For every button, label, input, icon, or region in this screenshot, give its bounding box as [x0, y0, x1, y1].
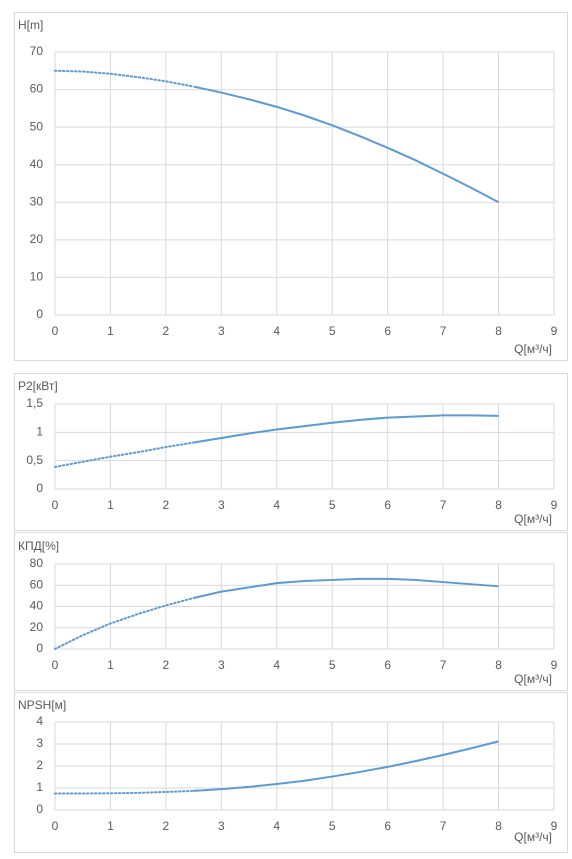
- y-tick-label: 10: [30, 270, 44, 284]
- x-tick-label: 7: [440, 658, 447, 672]
- y-tick-label: 3: [36, 736, 43, 750]
- x-tick-label: 2: [163, 658, 170, 672]
- x-tick-label: 7: [440, 819, 447, 833]
- y-tick-label: 50: [30, 119, 44, 133]
- x-tick-label: 3: [218, 498, 225, 512]
- x-axis-label: Q[м³/ч]: [514, 512, 552, 526]
- x-tick-label: 1: [107, 324, 114, 338]
- chart-title: NPSH[м]: [18, 698, 66, 712]
- x-tick-label: 8: [495, 819, 502, 833]
- x-tick-label: 0: [52, 819, 59, 833]
- x-tick-label: 2: [163, 324, 170, 338]
- y-tick-label: 40: [30, 599, 44, 613]
- x-tick-label: 8: [495, 658, 502, 672]
- x-tick-label: 9: [551, 324, 558, 338]
- x-tick-label: 3: [218, 324, 225, 338]
- x-tick-label: 6: [384, 658, 391, 672]
- line: [54, 789, 195, 795]
- x-tick-label: 5: [329, 819, 336, 833]
- y-tick-label: 20: [30, 620, 44, 634]
- y-tick-label: 0: [36, 307, 43, 321]
- x-tick-label: 3: [218, 658, 225, 672]
- x-tick-label: 9: [551, 498, 558, 512]
- y-tick-label: 1: [36, 780, 43, 794]
- x-tick-label: 5: [329, 324, 336, 338]
- x-tick-label: 1: [107, 498, 114, 512]
- x-tick-label: 6: [384, 324, 391, 338]
- x-tick-label: 0: [52, 498, 59, 512]
- y-tick-label: 0: [36, 802, 43, 816]
- x-tick-label: 4: [273, 658, 280, 672]
- line: [193, 414, 499, 444]
- x-tick-label: 4: [273, 498, 280, 512]
- x-tick-label: 5: [329, 498, 336, 512]
- x-tick-label: 2: [163, 498, 170, 512]
- x-axis-label: Q[м³/ч]: [514, 830, 552, 844]
- x-tick-label: 9: [551, 658, 558, 672]
- y-tick-label: 2: [36, 758, 43, 772]
- x-tick-label: 3: [218, 819, 225, 833]
- y-tick-label: 60: [30, 577, 44, 591]
- y-tick-label: 40: [30, 157, 44, 171]
- x-tick-label: 5: [329, 658, 336, 672]
- x-tick-label: 1: [107, 658, 114, 672]
- chart-title: P2[кВт]: [18, 379, 58, 393]
- line: [54, 69, 195, 88]
- x-tick-label: 8: [495, 498, 502, 512]
- y-tick-label: 80: [30, 556, 44, 570]
- line: [193, 85, 500, 204]
- chart-frame: [14, 692, 568, 853]
- x-tick-label: 7: [440, 498, 447, 512]
- y-tick-label: 20: [30, 232, 44, 246]
- y-tick-label: 0: [36, 641, 43, 655]
- y-tick-label: 4: [36, 714, 43, 728]
- x-axis-label: Q[м³/ч]: [514, 342, 552, 356]
- x-tick-label: 8: [495, 324, 502, 338]
- line: [54, 441, 195, 468]
- y-tick-label: 0: [36, 481, 43, 495]
- y-tick-label: 70: [30, 44, 44, 58]
- line: [193, 577, 499, 599]
- line: [193, 740, 499, 792]
- y-tick-label: 1,5: [26, 396, 43, 410]
- y-tick-label: 30: [30, 194, 44, 208]
- chart-frame: [14, 532, 568, 691]
- x-tick-label: 1: [107, 819, 114, 833]
- x-tick-label: 4: [273, 324, 280, 338]
- chart-frame: [14, 12, 568, 361]
- line: [54, 597, 195, 650]
- y-tick-label: 1: [36, 425, 43, 439]
- x-tick-label: 9: [551, 819, 558, 833]
- x-tick-label: 6: [384, 498, 391, 512]
- x-tick-label: 4: [273, 819, 280, 833]
- x-tick-label: 2: [163, 819, 170, 833]
- x-tick-label: 0: [52, 658, 59, 672]
- x-tick-label: 6: [384, 819, 391, 833]
- chart-title: H[m]: [18, 18, 43, 32]
- chart-frame: [14, 373, 568, 531]
- chart-title: КПД[%]: [18, 539, 59, 553]
- x-tick-label: 7: [440, 324, 447, 338]
- x-axis-label: Q[м³/ч]: [514, 672, 552, 686]
- x-tick-label: 0: [52, 324, 59, 338]
- y-tick-label: 60: [30, 82, 44, 96]
- y-tick-label: 0,5: [26, 453, 43, 467]
